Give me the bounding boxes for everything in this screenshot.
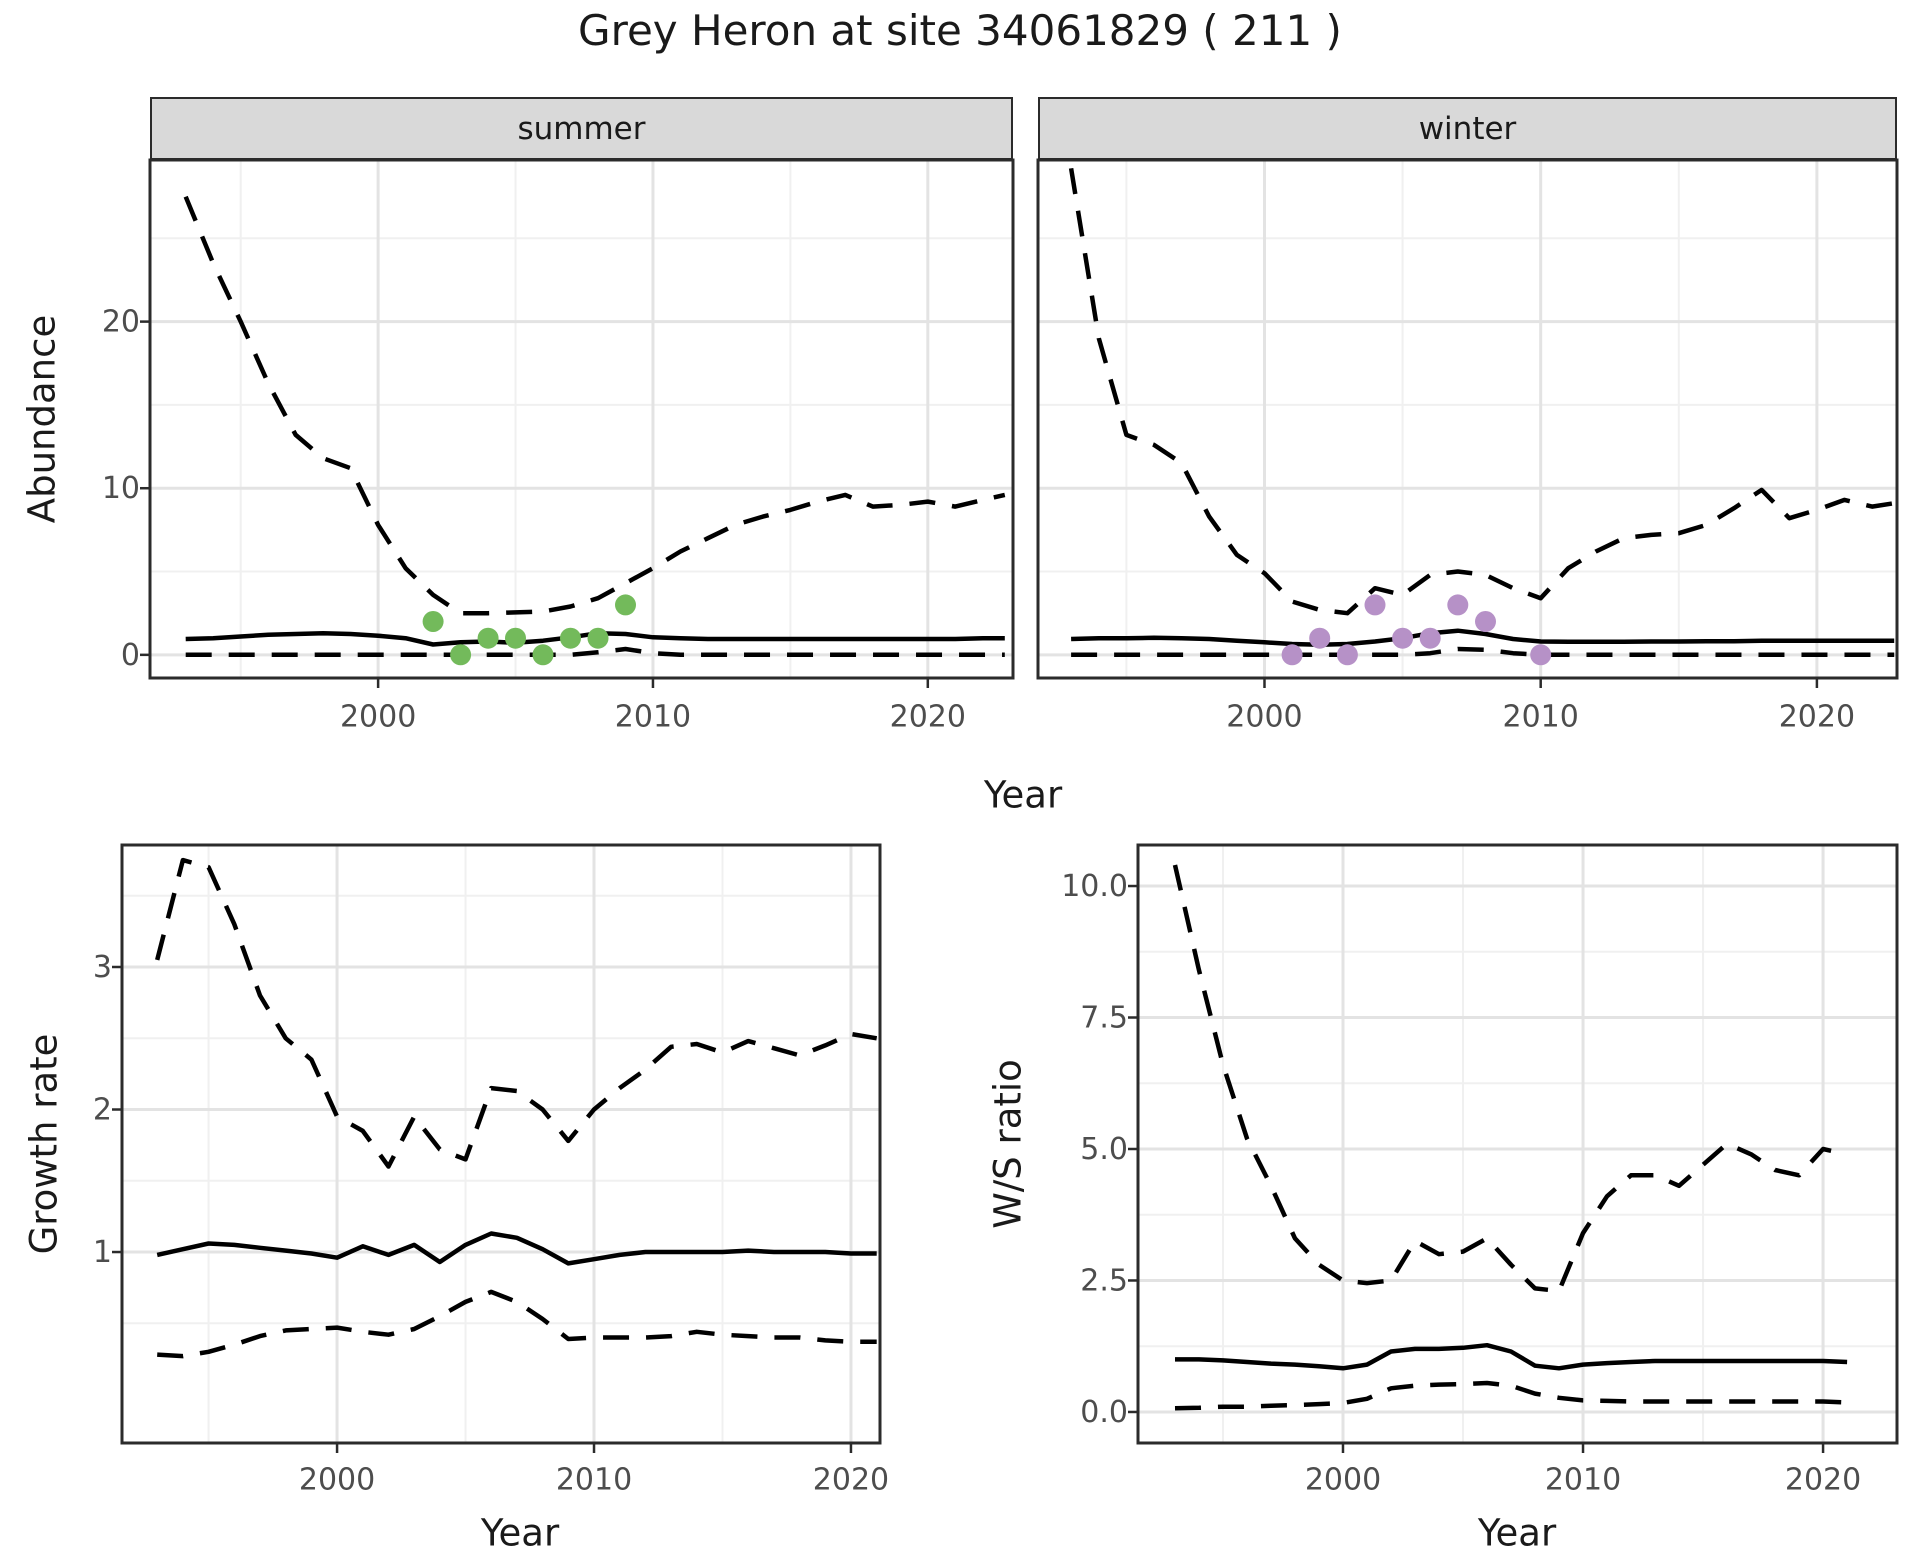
series-median_solid (156, 1231, 877, 1266)
panel-ws-ratio: 2000 2010 2020 0.0 2.5 5.0 7.5 10.0 (1061, 843, 1899, 1498)
x-tick-label: 2000 (1305, 1463, 1381, 1498)
data-point (1530, 644, 1552, 666)
data-point (1309, 627, 1331, 649)
gridlines (1138, 845, 1897, 1443)
panel-border (120, 843, 882, 1445)
y-tick-label: 2 (93, 1093, 112, 1128)
x-tick-label: 2000 (1226, 700, 1302, 735)
y-tick-label: 20 (102, 305, 140, 340)
data-point (1447, 594, 1469, 616)
data-point (422, 611, 444, 632)
x-tick-label: 2010 (1545, 1463, 1621, 1498)
gridlines (1038, 160, 1897, 678)
facet-strip-summer-label: summer (517, 110, 646, 147)
panel-border (148, 158, 1015, 680)
series-group (1172, 864, 1848, 1411)
data-point (587, 627, 609, 649)
facet-strip-winter-label: winter (1418, 110, 1517, 147)
data-point (615, 594, 636, 616)
gridlines (122, 845, 880, 1443)
points-observed-abundance-summer (422, 594, 636, 666)
panel-background (1038, 160, 1897, 678)
y-tick-label: 0.0 (1080, 1395, 1128, 1430)
panel-growth-rate: 2000 2010 2020 1 2 3 (93, 843, 889, 1498)
panel-background (1138, 845, 1897, 1443)
x-tick-label: 2020 (813, 1463, 889, 1498)
series-upper_ci_dashed (1172, 864, 1848, 1294)
y-axis-title-ws-ratio: W/S ratio (986, 1059, 1030, 1229)
series-median_solid (1071, 628, 1895, 648)
x-axis-title-year-bottom-right: Year (1477, 1511, 1557, 1555)
points-observed-abundance-winter (1281, 594, 1552, 666)
series-group (155, 857, 878, 1359)
data-point (1419, 627, 1441, 649)
data-point (560, 627, 581, 649)
x-tick-label: 2000 (340, 700, 416, 735)
y-axis-title-abundance: Abundance (20, 314, 64, 524)
panel-border (1136, 843, 1899, 1445)
series-upper_ci_dashed (155, 857, 878, 1169)
y-tick-label: 1 (93, 1235, 112, 1270)
data-point (450, 644, 472, 666)
panel-border (1036, 158, 1899, 680)
y-tick-label: 2.5 (1080, 1263, 1128, 1298)
x-tick-label: 2020 (1779, 700, 1855, 735)
data-point (505, 627, 526, 649)
x-tick-label: 2000 (299, 1463, 375, 1498)
x-axis-title-year-bottom-left: Year (480, 1511, 560, 1555)
x-tick-label: 2010 (615, 700, 691, 735)
data-point (1364, 594, 1386, 616)
data-point (1475, 611, 1496, 632)
y-axis-title-growth-rate: Growth rate (22, 1033, 66, 1255)
series-lower_ci_dashed (1174, 1380, 1848, 1411)
y-tick-label: 7.5 (1080, 1001, 1128, 1036)
facet-strip-summer: summer (150, 97, 1013, 160)
chart-title: Grey Heron at site 34061829 ( 211 ) (578, 6, 1342, 55)
series-upper_ci_dashed (183, 195, 1006, 616)
series-upper_ci_dashed (1068, 167, 1895, 616)
x-axis-title-year-top: Year (983, 773, 1063, 817)
x-tick-label: 2020 (1785, 1463, 1861, 1498)
x-tick-label: 2020 (890, 700, 966, 735)
series-median_solid (1175, 1342, 1848, 1371)
panel-background (122, 845, 880, 1443)
panel-abundance-winter: 2000 2010 2020 (1036, 158, 1899, 735)
data-point (1281, 644, 1303, 666)
x-tick-label: 2010 (1503, 700, 1579, 735)
x-tick-label: 2010 (556, 1463, 632, 1498)
y-tick-label: 10.0 (1061, 869, 1128, 904)
y-tick-label: 5.0 (1080, 1132, 1128, 1167)
series-lower_ci_dashed (1071, 646, 1895, 658)
data-point (532, 644, 554, 666)
series-group (1068, 167, 1895, 658)
series-lower_ci_dashed (157, 1289, 877, 1359)
panel-abundance-summer: 2000 2010 2020 0 10 20 (102, 158, 1015, 735)
data-point (1336, 644, 1358, 666)
series-lower_ci_dashed (185, 646, 1005, 658)
y-tick-label: 10 (102, 471, 140, 506)
facet-strip-winter: winter (1038, 97, 1897, 160)
data-point (1392, 627, 1414, 649)
y-tick-label: 0 (121, 638, 140, 673)
y-tick-label: 3 (93, 950, 112, 985)
panel-background (150, 160, 1013, 678)
data-point (477, 627, 499, 649)
